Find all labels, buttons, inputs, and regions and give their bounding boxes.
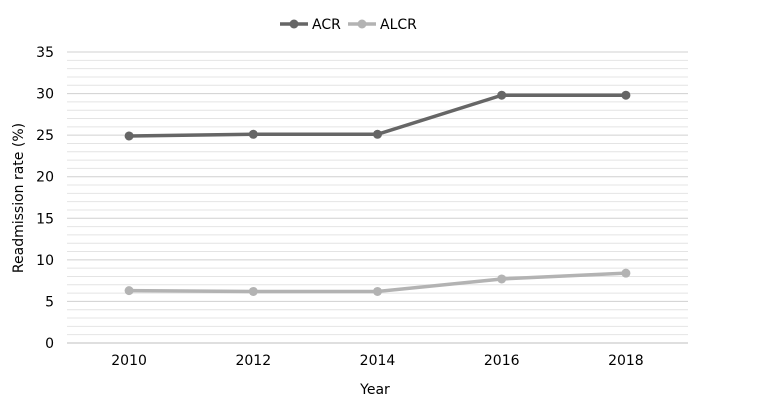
legend-swatch-marker-alcr (357, 19, 367, 29)
y-axis-label: Readmission rate (%) (11, 123, 27, 273)
data-point-acr (248, 129, 258, 139)
y-tick-label: 35 (36, 45, 54, 61)
series-layer (124, 90, 631, 296)
y-tick-label: 25 (36, 128, 54, 144)
data-point-acr (373, 129, 382, 139)
y-axis-ticks: 0 5 10 15 20 25 30 35 (36, 45, 54, 352)
y-tick-label: 15 (36, 211, 54, 227)
legend: ACR ALCR (280, 17, 417, 33)
y-tick-label: 10 (36, 253, 54, 269)
x-tick-label: 2018 (608, 353, 644, 369)
y-tick-label: 30 (36, 87, 54, 103)
y-tick-label: 5 (45, 294, 54, 310)
data-point-acr (124, 131, 134, 141)
y-tick-label: 20 (36, 170, 54, 186)
legend-label-alcr: ALCR (380, 17, 417, 33)
legend-label-acr: ACR (312, 17, 341, 33)
data-point-acr (621, 90, 631, 100)
x-tick-label: 2016 (484, 353, 520, 369)
x-tick-label: 2012 (235, 353, 271, 369)
x-axis-label: Year (359, 382, 390, 398)
data-point-alcr (373, 286, 382, 296)
data-point-alcr (124, 286, 134, 296)
data-point-alcr (621, 268, 631, 278)
x-tick-label: 2010 (111, 353, 147, 369)
x-tick-label: 2014 (360, 353, 396, 369)
legend-swatch-marker-acr (289, 19, 299, 29)
x-axis-ticks: 2010 2012 2014 2016 2018 (111, 353, 643, 369)
data-point-acr (497, 90, 507, 100)
y-tick-label: 0 (45, 336, 54, 352)
data-point-alcr (248, 286, 258, 296)
data-point-alcr (497, 274, 507, 284)
